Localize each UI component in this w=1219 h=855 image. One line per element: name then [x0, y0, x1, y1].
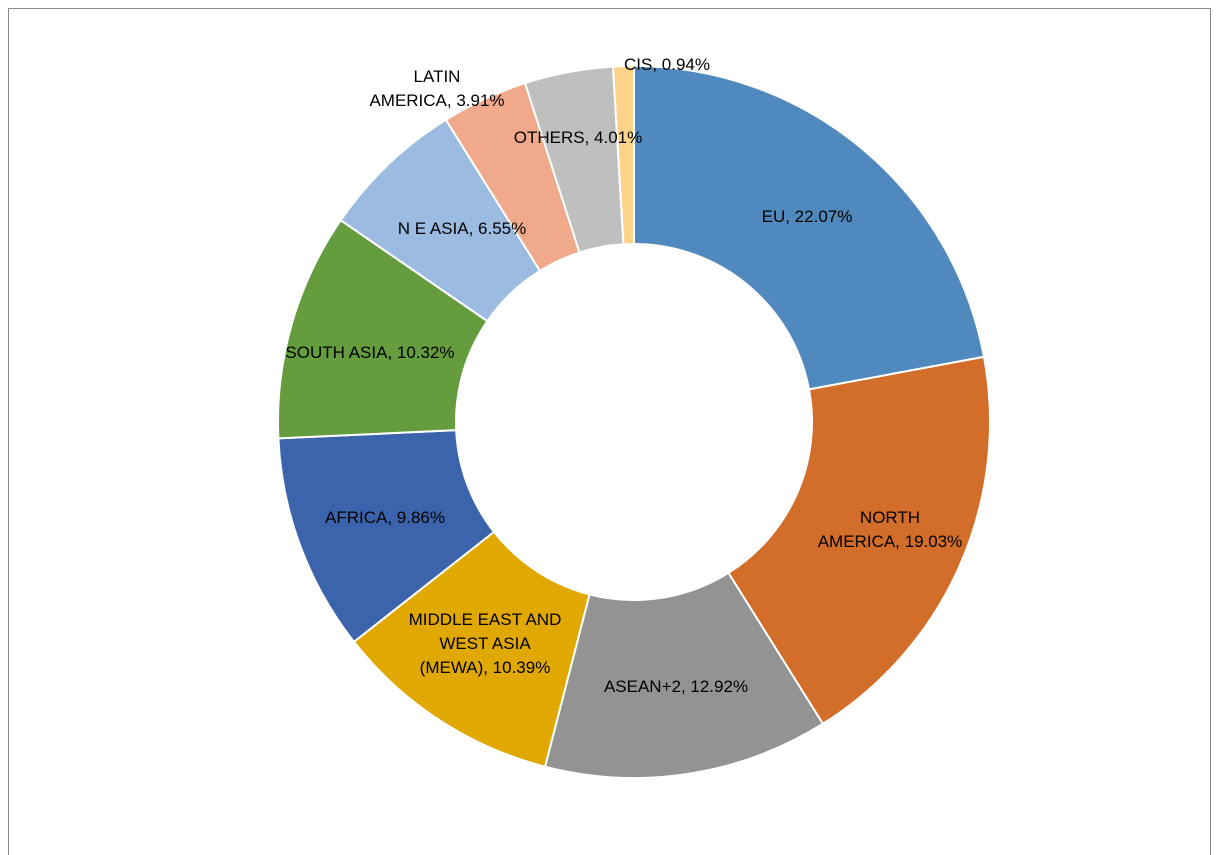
data-label-line: CIS, 0.94%	[624, 55, 710, 74]
data-label-line: AFRICA, 9.86%	[325, 508, 445, 527]
data-label-line: NORTH	[860, 508, 920, 527]
data-label-line: ASEAN+2, 12.92%	[604, 677, 748, 696]
data-label-line: LATIN	[414, 67, 461, 86]
data-label-line: AMERICA, 3.91%	[369, 91, 504, 110]
data-label: MIDDLE EAST AND WEST ASIA (MEWA), 10.39%	[409, 610, 562, 677]
donut-slice	[611, 64, 635, 246]
data-label: SOUTH ASIA, 10.32%	[285, 343, 454, 362]
data-label-line: MIDDLE EAST AND	[409, 610, 562, 629]
data-label: LATIN AMERICA, 3.91%	[369, 67, 504, 110]
data-label: AFRICA, 9.86%	[325, 508, 445, 527]
data-label: NORTH AMERICA, 19.03%	[818, 508, 963, 551]
donut-slice	[727, 355, 991, 726]
data-label: OTHERS, 4.01%	[514, 128, 643, 147]
data-label-line: AMERICA, 19.03%	[818, 532, 963, 551]
data-label: N E ASIA, 6.55%	[398, 219, 527, 238]
data-label-line: (MEWA), 10.39%	[420, 658, 551, 677]
donut-slice	[277, 429, 496, 644]
data-label-line: OTHERS, 4.01%	[514, 128, 643, 147]
data-label-line: WEST ASIA	[439, 634, 531, 653]
data-label-line: SOUTH ASIA, 10.32%	[285, 343, 454, 362]
data-label: CIS, 0.94%	[624, 55, 710, 74]
data-label: ASEAN+2, 12.92%	[604, 677, 748, 696]
donut-slice	[633, 64, 986, 391]
data-label-line: N E ASIA, 6.55%	[398, 219, 527, 238]
data-label-line: EU, 22.07%	[762, 207, 853, 226]
donut-slice	[543, 571, 825, 779]
data-label: EU, 22.07%	[762, 207, 853, 226]
